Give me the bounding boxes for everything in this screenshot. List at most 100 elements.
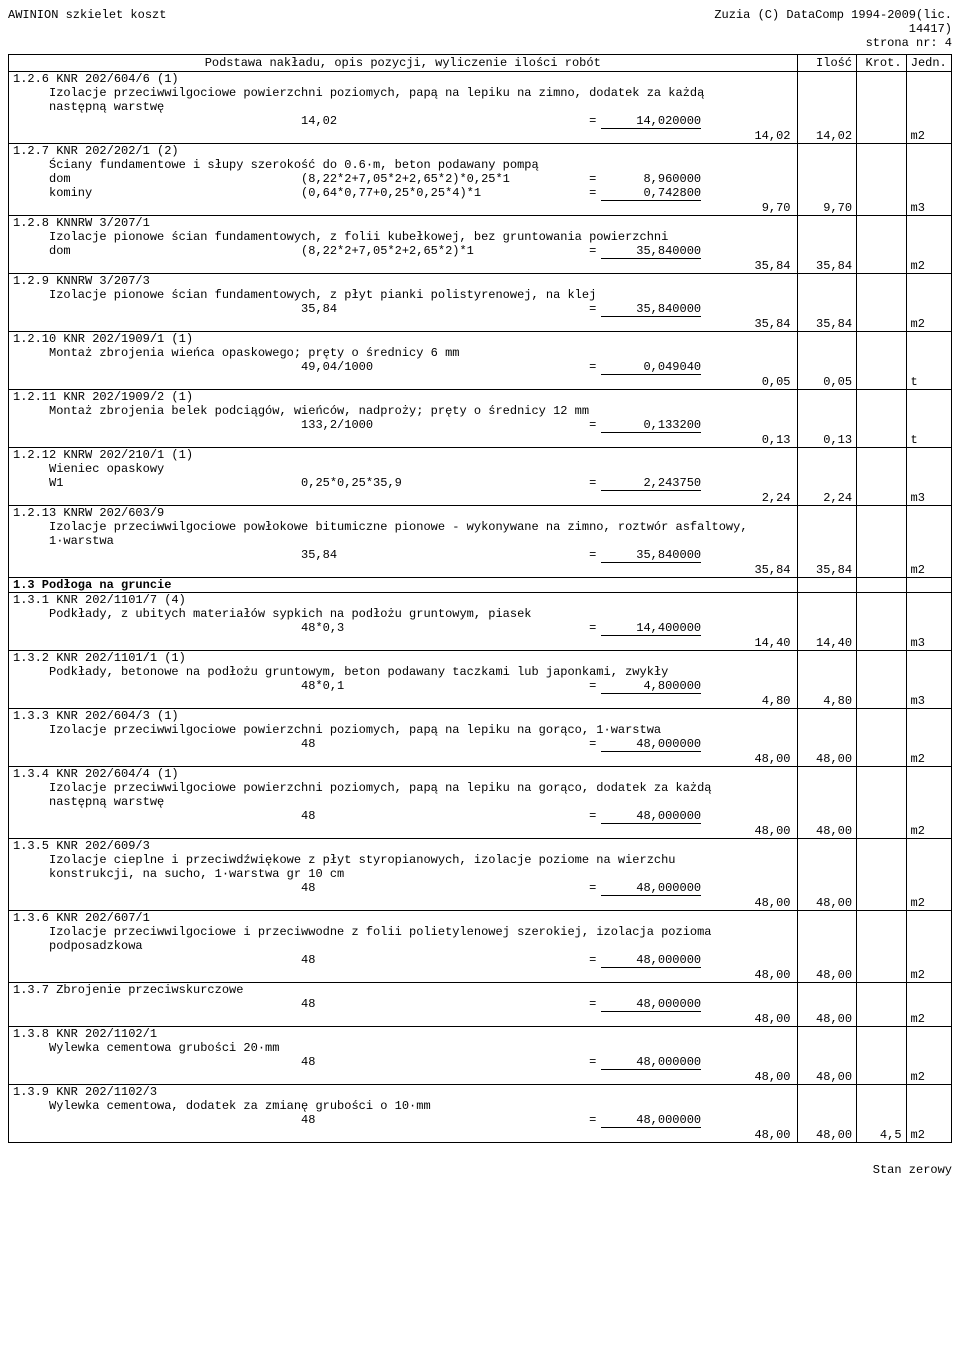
item-code: 1.3.5 KNR 202/609/3: [9, 839, 798, 854]
item-code: 1.3.2 KNR 202/1101/1 (1): [9, 651, 798, 666]
item-code: 1.3.9 KNR 202/1102/3: [9, 1085, 798, 1100]
calc-line: dom (8,22*2+7,05*2+2,65*2)*1 =35,840000: [9, 244, 798, 259]
jedn-value: m3: [906, 694, 951, 709]
calc-row: 48 =48,000000: [9, 997, 952, 1012]
col-jedn: Jedn.: [906, 55, 951, 72]
sum-value: 48,00: [9, 968, 798, 983]
calc-row: 35,84 =35,840000: [9, 548, 952, 563]
sum-row: 48,0048,00m2: [9, 1012, 952, 1027]
sum-value: 0,13: [9, 433, 798, 448]
item-desc: Podkłady, betonowe na podłożu gruntowym,…: [9, 665, 798, 679]
calc-row: 14,02 =14,020000: [9, 114, 952, 129]
item-code-row: 1.3.8 KNR 202/1102/1: [9, 1027, 952, 1042]
item-desc-row: następną warstwę: [9, 795, 952, 809]
krot-value: [857, 694, 906, 709]
jedn-value: m2: [906, 1128, 951, 1143]
ilosc-value: 48,00: [797, 1070, 857, 1085]
sum-value: 35,84: [9, 317, 798, 332]
sum-row: 9,709,70m3: [9, 201, 952, 216]
item-desc-row: Wieniec opaskowy: [9, 462, 952, 476]
jedn-value: m2: [906, 824, 951, 839]
calc-row: dom (8,22*2+7,05*2+2,65*2)*0,25*1 =8,960…: [9, 172, 952, 186]
item-desc: Izolacje przeciwwilgociowe powierzchni p…: [9, 723, 798, 737]
calc-row: 35,84 =35,840000: [9, 302, 952, 317]
col-ilosc: Ilość: [797, 55, 857, 72]
calc-line: 48 =48,000000: [9, 809, 798, 824]
ilosc-value: 0,13: [797, 433, 857, 448]
item-desc-row: podposadzkowa: [9, 939, 952, 953]
item-code: 1.3.6 KNR 202/607/1: [9, 911, 798, 926]
sum-value: 9,70: [9, 201, 798, 216]
sum-row: 14,0214,02m2: [9, 129, 952, 144]
item-code: 1.2.7 KNR 202/202/1 (2): [9, 144, 798, 159]
calc-line: 49,04/1000 =0,049040: [9, 360, 798, 375]
sum-value: 4,80: [9, 694, 798, 709]
krot-value: [857, 636, 906, 651]
sum-row: 4,804,80 m3: [9, 694, 952, 709]
item-code-row: 1.3.4 KNR 202/604/4 (1): [9, 767, 952, 782]
calc-line: 35,84 =35,840000: [9, 548, 798, 563]
item-code-row: 1.3.1 KNR 202/1101/7 (4): [9, 593, 952, 608]
calc-line: 48 =48,000000: [9, 997, 798, 1012]
ilosc-value: 4,80: [797, 694, 857, 709]
item-code-row: 1.2.8 KNNRW 3/207/1: [9, 216, 952, 231]
krot-value: 4,5: [857, 1128, 906, 1143]
item-code: 1.2.12 KNRW 202/210/1 (1): [9, 448, 798, 463]
calc-line: 35,84 =35,840000: [9, 302, 798, 317]
calc-row: 48 =48,000000: [9, 881, 952, 896]
jedn-value: m2: [906, 259, 951, 274]
ilosc-value: 35,84: [797, 563, 857, 578]
ilosc-value: 35,84: [797, 317, 857, 332]
item-desc-row: Montaż zbrojenia belek podciągów, wieńcó…: [9, 404, 952, 418]
item-code: 1.2.10 KNR 202/1909/1 (1): [9, 332, 798, 347]
item-code-row: 1.3.5 KNR 202/609/3: [9, 839, 952, 854]
item-desc-row: konstrukcji, na sucho, 1·warstwa gr 10 c…: [9, 867, 952, 881]
jedn-value: m3: [906, 636, 951, 651]
item-desc: Izolacje cieplne i przeciwdźwiękowe z pł…: [9, 853, 798, 867]
item-code-row: 1.2.7 KNR 202/202/1 (2): [9, 144, 952, 159]
jedn-value: m2: [906, 563, 951, 578]
krot-value: [857, 201, 906, 216]
sum-value: 2,24: [9, 491, 798, 506]
item-code: 1.3.1 KNR 202/1101/7 (4): [9, 593, 798, 608]
item-desc-row: Izolacje przeciwwilgociowe powłokowe bit…: [9, 520, 952, 534]
jedn-value: m2: [906, 1070, 951, 1085]
jedn-value: m2: [906, 317, 951, 332]
calc-row: 48*0,1 =4,800000: [9, 679, 952, 694]
calc-line: 48 =48,000000: [9, 953, 798, 968]
item-desc: konstrukcji, na sucho, 1·warstwa gr 10 c…: [9, 867, 798, 881]
jedn-value: m2: [906, 1012, 951, 1027]
item-desc-row: Izolacje pionowe ścian fundamentowych, z…: [9, 288, 952, 302]
jedn-value: m2: [906, 752, 951, 767]
sum-value: 48,00: [9, 1012, 798, 1027]
calc-line: 48 =48,000000: [9, 1113, 798, 1128]
krot-value: [857, 752, 906, 767]
ilosc-value: 48,00: [797, 896, 857, 911]
calc-line: 133,2/1000 =0,133200: [9, 418, 798, 433]
item-code-row: 1.2.10 KNR 202/1909/1 (1): [9, 332, 952, 347]
item-desc-row: Wylewka cementowa grubości 20·mm: [9, 1041, 952, 1055]
item-code-row: 1.2.11 KNR 202/1909/2 (1): [9, 390, 952, 405]
section-title: 1.3 Podłoga na gruncie: [9, 578, 798, 593]
item-code-row: 1.3.7 Zbrojenie przeciwskurczowe: [9, 983, 952, 998]
sum-value: 14,02: [9, 129, 798, 144]
ilosc-value: 48,00: [797, 968, 857, 983]
krot-value: [857, 375, 906, 390]
krot-value: [857, 259, 906, 274]
item-desc: następną warstwę: [9, 795, 798, 809]
item-code-row: 1.3.2 KNR 202/1101/1 (1): [9, 651, 952, 666]
item-desc-row: Podkłady, betonowe na podłożu gruntowym,…: [9, 665, 952, 679]
calc-line: dom (8,22*2+7,05*2+2,65*2)*0,25*1 =8,960…: [9, 172, 798, 186]
sum-row: 0,130,13t: [9, 433, 952, 448]
krot-value: [857, 824, 906, 839]
item-desc: Izolacje pionowe ścian fundamentowych, z…: [9, 230, 798, 244]
calc-row: kominy (0,64*0,77+0,25*0,25*4)*1 =0,7428…: [9, 186, 952, 201]
page-number: strona nr: 4: [866, 36, 952, 50]
item-desc-row: Izolacje pionowe ścian fundamentowych, z…: [9, 230, 952, 244]
sum-value: 35,84: [9, 259, 798, 274]
page-header: AWINION szkielet koszt Zuzia (C) DataCom…: [8, 8, 952, 50]
item-code-row: 1.2.6 KNR 202/604/6 (1): [9, 72, 952, 87]
col-krot: Krot.: [857, 55, 906, 72]
item-desc: 1·warstwa: [9, 534, 798, 548]
sum-value: 35,84: [9, 563, 798, 578]
